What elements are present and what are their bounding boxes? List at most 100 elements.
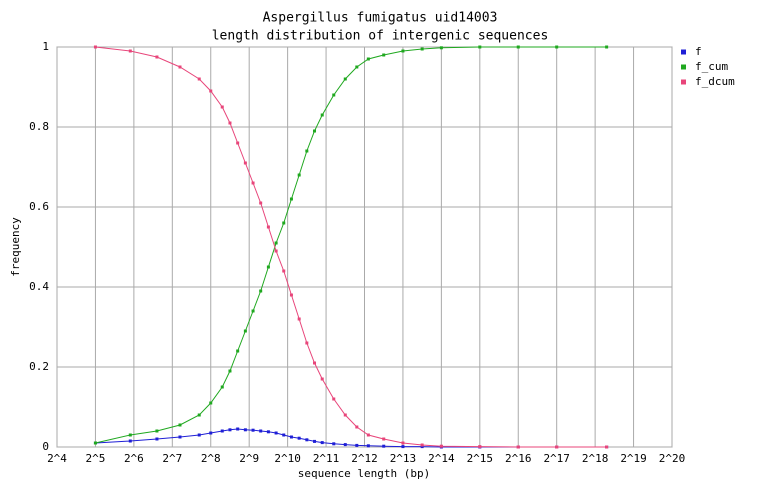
data-point <box>313 439 317 443</box>
x-tick-label: 2^11 <box>313 452 340 465</box>
data-point <box>313 129 317 133</box>
data-point <box>243 428 247 432</box>
data-point <box>305 438 309 442</box>
x-tick-label: 2^10 <box>274 452 301 465</box>
data-point <box>197 433 201 437</box>
series-line <box>95 46 607 444</box>
data-point <box>355 65 359 69</box>
data-point <box>439 444 443 448</box>
data-point <box>343 413 347 417</box>
data-point <box>274 431 278 435</box>
data-point <box>401 445 405 449</box>
legend-label: f_dcum <box>695 75 735 88</box>
data-point <box>366 57 370 61</box>
data-point <box>178 435 182 439</box>
data-point <box>420 445 424 449</box>
data-point <box>439 46 443 50</box>
data-point <box>320 113 324 117</box>
chart-subtitle: length distribution of intergenic sequen… <box>212 29 549 44</box>
x-tick-label: 2^14 <box>428 452 455 465</box>
data-point <box>259 429 263 433</box>
data-point <box>420 47 424 51</box>
data-point <box>236 141 240 145</box>
data-point <box>282 269 286 273</box>
data-point <box>93 441 97 445</box>
data-point <box>305 341 309 345</box>
data-point <box>93 45 97 49</box>
x-axis-label: sequence length (bp) <box>298 467 430 480</box>
data-point <box>343 443 347 447</box>
data-point <box>313 361 317 365</box>
data-point <box>128 433 132 437</box>
legend-marker <box>681 79 686 85</box>
data-point <box>605 445 609 449</box>
data-point <box>274 249 278 253</box>
x-tick-label: 2^6 <box>124 452 144 465</box>
data-point <box>355 443 359 447</box>
data-point <box>555 45 559 49</box>
data-point <box>236 427 240 431</box>
data-point <box>220 429 224 433</box>
data-point <box>343 77 347 81</box>
legend-label: f <box>695 45 702 58</box>
x-tick-label: 2^5 <box>86 452 106 465</box>
data-point <box>266 430 270 434</box>
data-point <box>297 317 301 321</box>
data-point <box>251 309 255 313</box>
data-point <box>382 53 386 57</box>
data-point <box>332 397 336 401</box>
data-point <box>228 369 232 373</box>
x-tick-label: 2^15 <box>467 452 494 465</box>
data-point <box>420 443 424 447</box>
chart-title: Aspergillus fumigatus uid14003 <box>263 11 498 26</box>
data-point <box>266 265 270 269</box>
data-point <box>355 425 359 429</box>
data-point <box>516 45 520 49</box>
y-tick-label: 0.4 <box>29 280 49 293</box>
data-point <box>555 445 559 449</box>
y-axis-label: frequency <box>9 217 22 277</box>
data-point <box>128 49 132 53</box>
data-point <box>305 149 309 153</box>
data-point <box>155 429 159 433</box>
data-point <box>178 423 182 427</box>
data-point <box>332 442 336 446</box>
data-point <box>289 197 293 201</box>
x-tick-label: 2^8 <box>201 452 221 465</box>
data-point <box>516 445 520 449</box>
data-point <box>605 45 609 49</box>
data-point <box>220 385 224 389</box>
series-line <box>95 428 607 448</box>
data-point <box>128 439 132 443</box>
data-point <box>282 433 286 437</box>
data-point <box>251 428 255 432</box>
x-tick-label: 2^16 <box>505 452 532 465</box>
data-point <box>259 289 263 293</box>
data-point <box>401 441 405 445</box>
data-point <box>274 241 278 245</box>
y-tick-label: 0.6 <box>29 200 49 213</box>
y-tick-label: 0.2 <box>29 360 49 373</box>
data-point <box>382 437 386 441</box>
data-point <box>197 413 201 417</box>
data-point <box>266 225 270 229</box>
data-point <box>209 431 213 435</box>
data-point <box>478 45 482 49</box>
data-point <box>197 77 201 81</box>
legend-marker <box>681 49 686 55</box>
x-tick-label: 2^7 <box>162 452 182 465</box>
data-point <box>320 441 324 445</box>
y-tick-label: 0 <box>42 440 49 453</box>
y-tick-label: 1 <box>42 40 49 53</box>
legend-marker <box>681 64 686 70</box>
data-point <box>289 435 293 439</box>
data-point <box>243 161 247 165</box>
data-point <box>332 93 336 97</box>
x-tick-label: 2^12 <box>351 452 378 465</box>
data-point <box>382 444 386 448</box>
x-tick-label: 2^9 <box>239 452 259 465</box>
series-line <box>95 46 607 448</box>
data-point <box>243 329 247 333</box>
x-tick-label: 2^20 <box>659 452 686 465</box>
